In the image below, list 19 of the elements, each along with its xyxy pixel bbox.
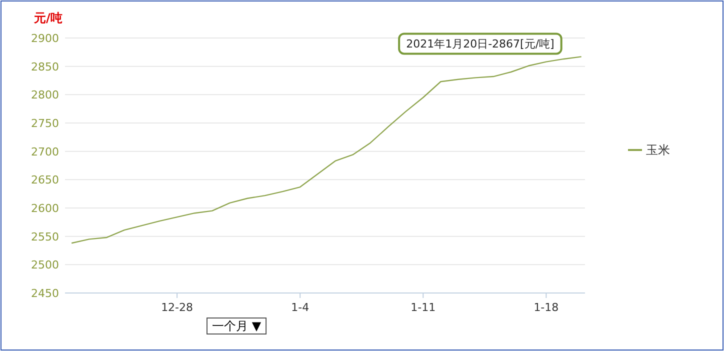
y-tick-label: 2850 [31,60,59,74]
legend-label: 玉米 [646,143,670,157]
y-tick-label: 2900 [31,32,59,45]
y-tick-label: 2600 [31,202,59,215]
y-tick-label: 2550 [31,230,59,244]
y-tick-label: 2800 [31,88,59,102]
y-tick-label: 2500 [31,258,59,272]
y-axis-title: 元/吨 [33,11,62,25]
x-tick-label: 1-11 [410,301,436,314]
x-tick-label: 12-28 [161,301,194,314]
x-tick-label: 1-4 [291,301,310,314]
text: 一个月 ▼ [212,319,262,333]
x-tick-label: 1-18 [534,301,559,314]
y-tick-label: 2650 [31,174,59,187]
annotation: 2021年1月20日-2867[元/吨] [406,38,554,51]
line-series [70,56,582,244]
y-tick-label: 2700 [31,145,59,158]
y-tick-label: 2450 [31,287,59,300]
y-tick-label: 2750 [31,117,59,130]
